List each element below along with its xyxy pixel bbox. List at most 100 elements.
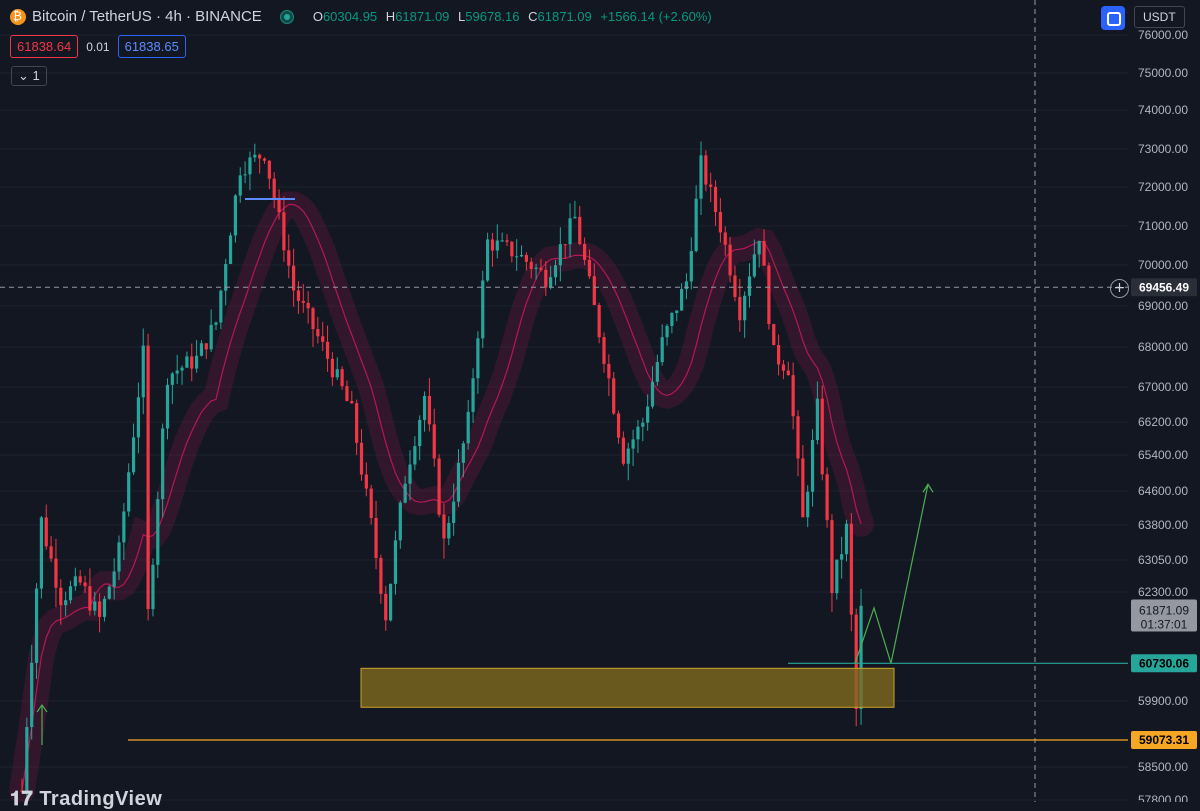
candle-body — [806, 491, 810, 518]
candle-body — [374, 517, 378, 559]
price-tick-label: 74000.00 — [1138, 103, 1188, 117]
candle-body — [248, 157, 252, 175]
candle-body — [452, 501, 456, 523]
candle-body — [136, 397, 140, 438]
candle-body — [820, 398, 824, 475]
candle-body — [161, 428, 165, 500]
candle-body — [646, 406, 650, 423]
candle-body — [408, 464, 412, 484]
candle-body — [844, 523, 849, 555]
candle-body — [180, 367, 184, 371]
candle-body — [461, 443, 465, 463]
candle-body — [422, 395, 427, 420]
candle-body — [219, 290, 223, 323]
candle-body — [694, 198, 698, 252]
candle-body — [801, 458, 805, 518]
candle-body — [490, 239, 495, 251]
price-tick-label: 68000.00 — [1138, 340, 1188, 354]
candle-body — [471, 378, 475, 412]
candle-body — [427, 395, 431, 425]
candle-body — [20, 790, 24, 792]
candle-body — [757, 240, 761, 255]
open-value: 60304.95 — [322, 9, 378, 24]
candle-body — [689, 251, 693, 282]
candle-body — [277, 198, 281, 213]
candle-body — [544, 269, 548, 288]
candle-body — [704, 155, 708, 185]
candle-body — [466, 411, 470, 444]
candle-body — [403, 483, 407, 503]
candle-body — [195, 355, 199, 369]
market-status-icon[interactable] — [279, 9, 294, 24]
candle-body — [621, 437, 625, 464]
candle-body — [684, 281, 689, 290]
candle-body — [311, 308, 315, 330]
candle-body — [156, 499, 160, 565]
chevron-down-icon: ⌄ — [18, 68, 29, 83]
candle-body — [825, 474, 829, 521]
candle-body — [146, 345, 150, 610]
add-alert-icon[interactable]: + — [1110, 279, 1129, 298]
quote-row: 61838.64 0.01 61838.65 — [10, 35, 186, 58]
candle-body — [39, 517, 43, 589]
projection-arrow — [854, 484, 929, 664]
candle-body — [228, 235, 233, 265]
candle-body — [190, 356, 194, 369]
symbol-title[interactable]: Bitcoin / TetherUS · 4h · BINANCE — [32, 8, 262, 25]
price-tick-label: 63050.00 — [1138, 553, 1188, 567]
candle-body — [30, 662, 34, 728]
candle-body — [495, 240, 499, 251]
candle-body — [117, 542, 121, 572]
candle-body — [175, 370, 179, 374]
ma-line — [21, 203, 862, 791]
sell-price-button[interactable]: 61838.64 — [10, 35, 79, 58]
crosshair-price-label: 69456.49 — [1139, 280, 1189, 294]
candle-body — [335, 369, 339, 378]
candle-body — [510, 241, 514, 257]
price-tick-label: 75000.00 — [1138, 66, 1188, 80]
bitcoin-icon — [10, 8, 26, 25]
candle-body — [568, 218, 572, 245]
candle-body — [519, 254, 524, 257]
candle-body — [597, 305, 601, 338]
candle-body — [607, 363, 611, 379]
candle-body — [636, 426, 640, 440]
candle-body — [476, 338, 480, 379]
candle-body — [112, 571, 116, 587]
candle-body — [306, 302, 310, 309]
candle-body — [214, 322, 218, 325]
drawing-overlays[interactable] — [0, 0, 1128, 802]
buy-price-button[interactable]: 61838.65 — [117, 35, 186, 58]
candle-body — [34, 588, 39, 663]
candle-body — [44, 517, 48, 547]
candle-body — [224, 264, 228, 291]
candle-body — [859, 605, 863, 709]
price-tick-label: 65400.00 — [1138, 448, 1188, 462]
price-axis[interactable]: 76000.00 75000.00 74000.00 73000.00 72000.00… — [1129, 0, 1200, 802]
candle-body — [786, 370, 790, 376]
candle-body — [515, 256, 519, 258]
candle-body — [738, 296, 742, 321]
candle-body — [262, 158, 267, 161]
sync-icon[interactable] — [1101, 6, 1125, 30]
price-tick-label: 57800.00 — [1138, 793, 1188, 802]
price-tick-label: 71000.00 — [1138, 219, 1188, 233]
candles — [20, 141, 863, 800]
countdown-label: 01:37:01 — [1141, 617, 1188, 631]
candle-body — [486, 239, 490, 281]
candle-body — [301, 300, 305, 303]
price-tick-label: 70000.00 — [1138, 258, 1188, 272]
candle-body — [199, 343, 204, 356]
support-price-label-bg — [1131, 730, 1197, 749]
indicators-toggle[interactable]: ⌄ 1 — [11, 66, 47, 86]
currency-select[interactable]: USDT — [1134, 6, 1185, 28]
candle-body — [840, 554, 844, 560]
price-tick-label: 67000.00 — [1138, 380, 1188, 394]
candle-body — [612, 378, 616, 414]
candle-body — [631, 439, 635, 449]
candle-body — [107, 586, 111, 599]
candle-body — [626, 448, 630, 464]
candle-body — [73, 576, 77, 587]
candle-body — [359, 442, 364, 475]
